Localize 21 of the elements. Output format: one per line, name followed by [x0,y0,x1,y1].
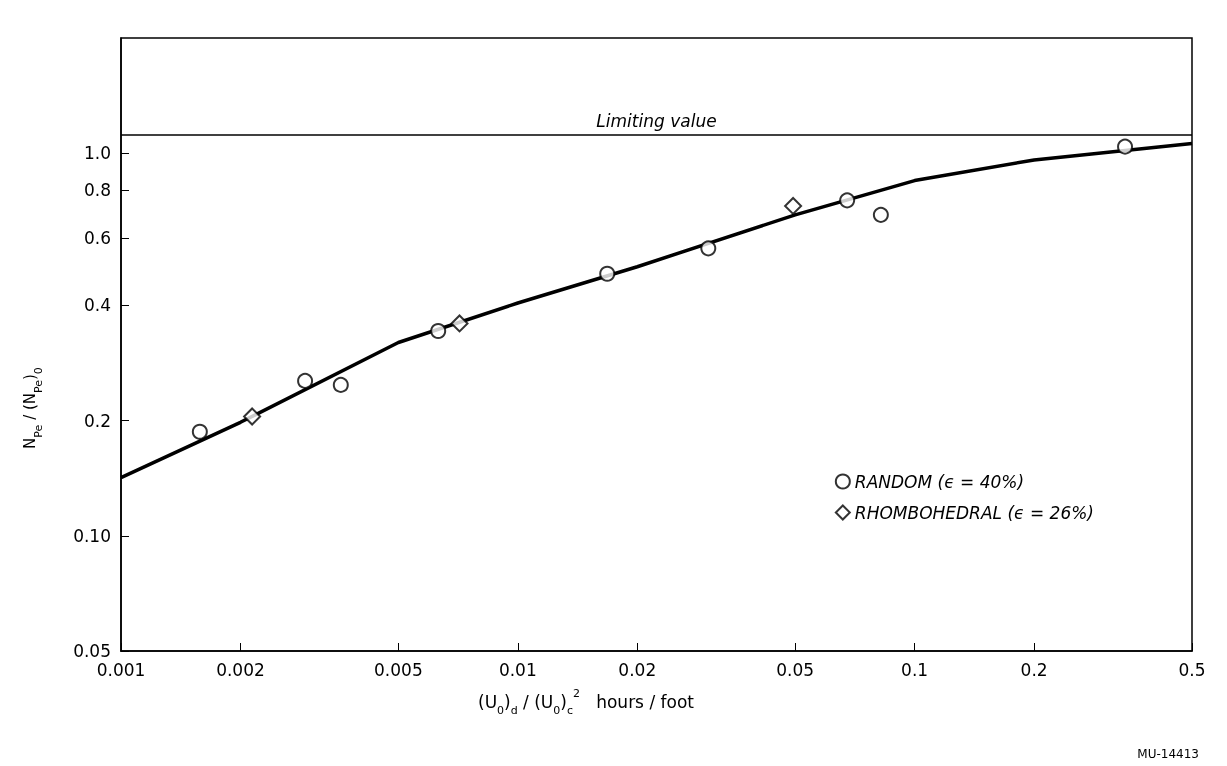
x-tick-label: 0.02 [618,659,657,680]
x-tick-label: 0.1 [901,659,929,680]
x-tick-label: 0.005 [374,659,423,680]
y-tick-label: 0.10 [73,525,111,546]
text: MU-14413 [1137,747,1199,761]
y-tick-label: 1.0 [83,143,111,164]
ref-line-label: Limiting value [596,110,717,131]
y-tick-label: 0.8 [83,180,111,201]
legend-label: RHOMBOHEDRAL (ϵ = 26%) [854,502,1095,523]
x-tick-label: 0.2 [1020,659,1048,680]
y-tick-label: 0.4 [83,295,111,316]
legend-label: RANDOM (ϵ = 40%) [854,471,1025,492]
y-tick-label: 0.6 [83,228,111,249]
x-tick-label: 0.05 [776,659,815,680]
x-tick-label: 0.01 [498,659,537,680]
x-tick-label: 0.001 [96,659,146,680]
y-axis-title: NPe / (NPe)0 [21,367,45,449]
x-tick-label: 0.002 [216,659,265,680]
y-tick-label: 0.2 [83,410,111,431]
y-tick-label: 0.05 [73,641,111,661]
x-tick-label: 0.5 [1178,659,1206,680]
